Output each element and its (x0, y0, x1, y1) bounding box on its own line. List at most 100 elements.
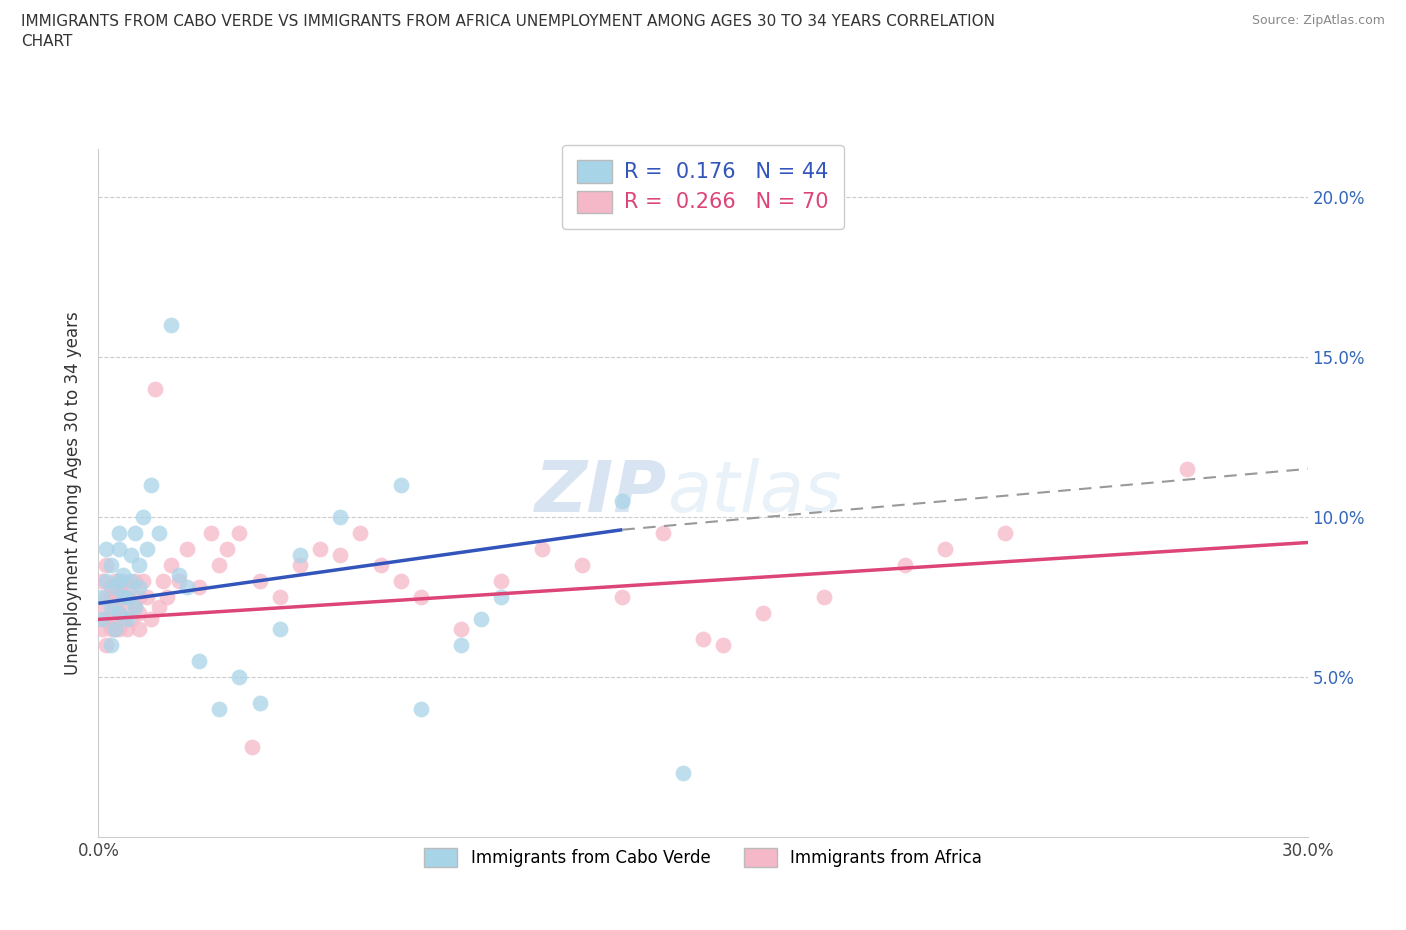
Point (288, 548, 311, 563)
Point (124, 599, 146, 614)
Point (115, 621, 138, 636)
Point (249, 695, 271, 710)
Point (100, 557, 122, 572)
Point (176, 580, 198, 595)
Point (128, 590, 150, 604)
Point (111, 574, 134, 589)
Point (135, 590, 157, 604)
Point (111, 590, 134, 604)
Point (96, 637, 118, 652)
Point (91, 590, 114, 604)
Point (370, 557, 392, 572)
Point (188, 654, 211, 669)
Point (107, 621, 129, 636)
Point (103, 580, 125, 595)
Point (200, 525, 222, 540)
Point (96, 557, 118, 572)
Point (107, 580, 129, 595)
Point (107, 525, 129, 540)
Point (188, 580, 211, 595)
Point (103, 621, 125, 636)
Point (115, 590, 138, 604)
Point (167, 574, 190, 589)
Point (672, 765, 695, 780)
Text: CHART: CHART (21, 34, 73, 49)
Point (692, 631, 714, 646)
Point (329, 548, 352, 563)
Point (249, 574, 271, 589)
Point (107, 605, 129, 620)
Point (115, 599, 138, 614)
Point (111, 612, 134, 627)
Point (491, 574, 513, 589)
Point (228, 670, 250, 684)
Point (91, 612, 114, 627)
Point (530, 541, 553, 556)
Point (329, 510, 352, 525)
Point (107, 541, 129, 556)
Text: IMMIGRANTS FROM CABO VERDE VS IMMIGRANTS FROM AFRICA UNEMPLOYMENT AMONG AGES 30 : IMMIGRANTS FROM CABO VERDE VS IMMIGRANTS… (21, 14, 995, 29)
Point (269, 590, 291, 604)
Point (139, 477, 162, 492)
Point (148, 525, 170, 540)
Point (91, 574, 114, 589)
Point (91, 621, 114, 636)
Point (651, 525, 673, 540)
Point (217, 541, 239, 556)
Point (103, 621, 125, 636)
Point (111, 590, 134, 604)
Point (132, 574, 155, 589)
Point (240, 740, 263, 755)
Point (128, 580, 150, 595)
Point (160, 317, 183, 332)
Text: atlas: atlas (666, 458, 841, 527)
Point (91, 599, 114, 614)
Point (309, 541, 332, 556)
Point (208, 701, 231, 716)
Point (115, 612, 138, 627)
Point (124, 525, 146, 540)
Point (813, 590, 835, 604)
Point (96, 590, 118, 604)
Point (160, 557, 183, 572)
Point (128, 605, 150, 620)
Point (128, 557, 150, 572)
Point (491, 590, 513, 604)
Point (148, 599, 170, 614)
Point (120, 548, 142, 563)
Point (100, 580, 122, 595)
Point (450, 621, 472, 636)
Point (409, 701, 432, 716)
Point (128, 621, 150, 636)
Point (288, 557, 311, 572)
Point (100, 621, 122, 636)
Point (100, 637, 122, 652)
Point (115, 590, 138, 604)
Point (111, 567, 134, 582)
Point (409, 590, 432, 604)
Point (349, 525, 371, 540)
Point (120, 612, 142, 627)
Point (96, 612, 118, 627)
Point (107, 590, 129, 604)
Point (470, 612, 492, 627)
Point (450, 637, 472, 652)
Point (100, 599, 122, 614)
Point (96, 541, 118, 556)
Point (389, 574, 412, 589)
Point (124, 599, 146, 614)
Point (103, 599, 125, 614)
Point (107, 605, 129, 620)
Point (96, 574, 118, 589)
Point (156, 590, 179, 604)
Point (103, 574, 125, 589)
Point (176, 541, 198, 556)
Point (143, 381, 166, 396)
Point (135, 541, 157, 556)
Point (994, 525, 1017, 540)
Legend: Immigrants from Cabo Verde, Immigrants from Africa: Immigrants from Cabo Verde, Immigrants f… (413, 838, 993, 877)
Point (612, 590, 634, 604)
Point (269, 621, 291, 636)
Point (711, 637, 734, 652)
Point (752, 605, 775, 620)
